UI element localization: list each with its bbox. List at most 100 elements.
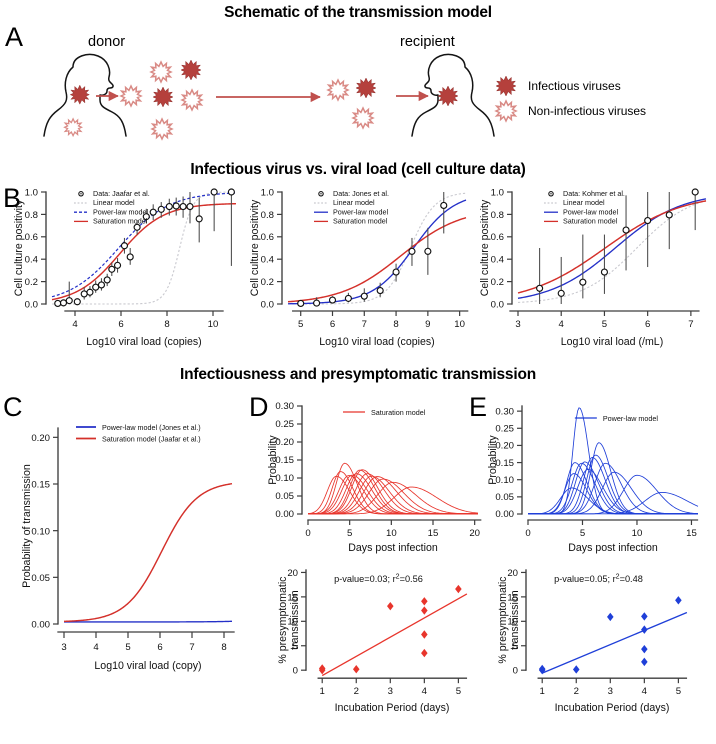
y-tick-label: 0.10 (495, 475, 514, 486)
x-tick-label: 6 (157, 642, 162, 653)
data-point (54, 299, 62, 308)
legend-label-infectious: Infectious viruses (528, 79, 621, 93)
data-point (536, 284, 544, 292)
panelD-bottom-svg: 0 5 10 15 20 1 2 3 4 5 Incubation Period (days) % p… (277, 568, 468, 714)
infectiousness-curve (528, 454, 698, 515)
x-tick-label: 3 (388, 686, 393, 697)
linear-model-curve (517, 200, 707, 303)
panel-letter-d: D (249, 392, 269, 422)
x-tick-label: 5 (676, 686, 681, 697)
y-tick-label: 20 (507, 568, 518, 579)
panel-e-charts: 0.00 0.05 0.10 0.15 0.20 0.25 0.30 0 5 10 15 Days p… (466, 392, 716, 714)
power-law-curve (64, 620, 233, 623)
x-tick-label: 6 (645, 319, 650, 330)
scatter-point (675, 596, 682, 605)
data-point (80, 290, 88, 298)
x-tick-label: 2 (354, 686, 359, 697)
data-point (297, 299, 305, 308)
y-tick-label: 0.15 (275, 455, 294, 466)
y-tick-label: 20 (287, 568, 298, 579)
x-tick-label: 15 (428, 528, 439, 539)
legend-label: Linear model (93, 198, 135, 207)
recipient-figure (411, 53, 495, 137)
x-tick-label: 7 (362, 319, 367, 330)
power-law-model-curve (517, 198, 707, 299)
x-tick-label: 5 (125, 642, 130, 653)
y-tick-label: 1.0 (261, 187, 274, 198)
legend-label: Linear model (333, 198, 375, 207)
y-tick-label: 15 (507, 592, 518, 603)
legend-label: Data: Kohmer et al. (563, 189, 625, 198)
x-tick-label: 1 (320, 686, 325, 697)
x-tick-label: 4 (559, 319, 565, 330)
stats-annotation: p-value=0.03; r2=0.56 (334, 574, 423, 585)
svg-text:% presymptomatic: % presymptomatic (277, 576, 289, 664)
x-tick-label: 7 (688, 319, 693, 330)
data-point (165, 202, 173, 211)
x-tick-label: 5 (298, 319, 303, 330)
y-tick-label: 1.0 (25, 187, 38, 198)
data-point (103, 276, 111, 284)
panel-b-charts: 0.0 0.2 0.4 0.6 0.8 1.0 4 6 8 10 Log10 viral load … (0, 178, 716, 366)
panel-a-schematic (43, 53, 517, 140)
y-tick-label: 0.2 (261, 277, 274, 288)
data-point (557, 289, 565, 297)
x-tick-label: 6 (330, 319, 335, 330)
data-point (424, 247, 432, 255)
x-tick-label: 0 (305, 528, 310, 539)
data-point (344, 294, 352, 302)
data-point (408, 247, 416, 255)
data-point (691, 188, 699, 196)
y-tick-label: 0.30 (275, 401, 294, 412)
y-tick-label: 0.15 (495, 458, 514, 469)
legend-label-noninfectious: Non-infectious viruses (528, 104, 647, 118)
legend-label: Linear model (563, 198, 605, 207)
data-point (97, 281, 106, 289)
data-point (440, 201, 448, 210)
y-tick-label: 0.2 (491, 277, 504, 288)
y-tick-label: 0.4 (261, 255, 275, 266)
legend-label: Saturation model (371, 408, 426, 417)
x-tick-label: 15 (686, 528, 697, 539)
y-tick-label: 0.0 (491, 299, 504, 310)
legend-marker-dot (320, 193, 322, 195)
y-tick-label: 0.6 (25, 232, 38, 243)
x-tick-label: 0 (525, 528, 530, 539)
x-tick-label: 7 (189, 642, 194, 653)
data-point (195, 215, 203, 223)
data-point (113, 261, 122, 269)
data-point (186, 202, 194, 211)
y-tick-label: 0.30 (495, 406, 514, 417)
y-axis-label: Probability (487, 435, 499, 485)
section-title-a: Schematic of the transmission model (224, 4, 492, 21)
recipient-label: recipient (400, 34, 455, 50)
legend-label: Power-law model (93, 207, 149, 216)
legend-label: Saturation model (93, 217, 148, 226)
chart-jaafar: 0.0 0.2 0.4 0.6 0.8 1.0 4 6 8 10 Log10 viral load … (13, 187, 237, 348)
data-point (157, 205, 165, 213)
data-point (622, 226, 630, 234)
svg-text:% presymptomatic: % presymptomatic (497, 576, 509, 664)
y-tick-label: 0.00 (495, 509, 514, 520)
y-tick-label: 0.8 (261, 210, 274, 221)
x-axis-label: Days post infection (568, 542, 658, 554)
x-tick-label: 4 (642, 686, 648, 697)
data-point (665, 211, 673, 219)
data-point (172, 202, 180, 210)
infectiousness-curve (528, 491, 699, 515)
x-tick-label: 4 (422, 686, 428, 697)
panel-c-chart: 0.00 0.05 0.10 0.15 0.20 3 4 5 6 7 8 Log10 viral lo… (0, 392, 246, 692)
panelD-top-svg: 0.00 0.05 0.10 0.15 0.20 0.25 0.30 0 5 10 15 20 Days… (267, 401, 482, 554)
y-tick-label: 0.05 (31, 573, 50, 584)
panel-letter-b: B (3, 183, 22, 213)
x-tick-label: 8 (221, 642, 226, 653)
donor-label: donor (88, 34, 126, 50)
x-tick-label: 10 (208, 319, 219, 330)
x-axis-label: Incubation Period (days) (335, 702, 450, 714)
y-axis-label: Probability of transmission (21, 464, 33, 588)
y-tick-label: 0.25 (275, 419, 294, 430)
y-tick-label: 5 (293, 641, 298, 652)
panel-b-svg: 0.0 0.2 0.4 0.6 0.8 1.0 4 6 8 10 Log10 viral load … (13, 187, 707, 348)
legend-marker-dot (550, 193, 552, 195)
regression-line (541, 611, 688, 674)
